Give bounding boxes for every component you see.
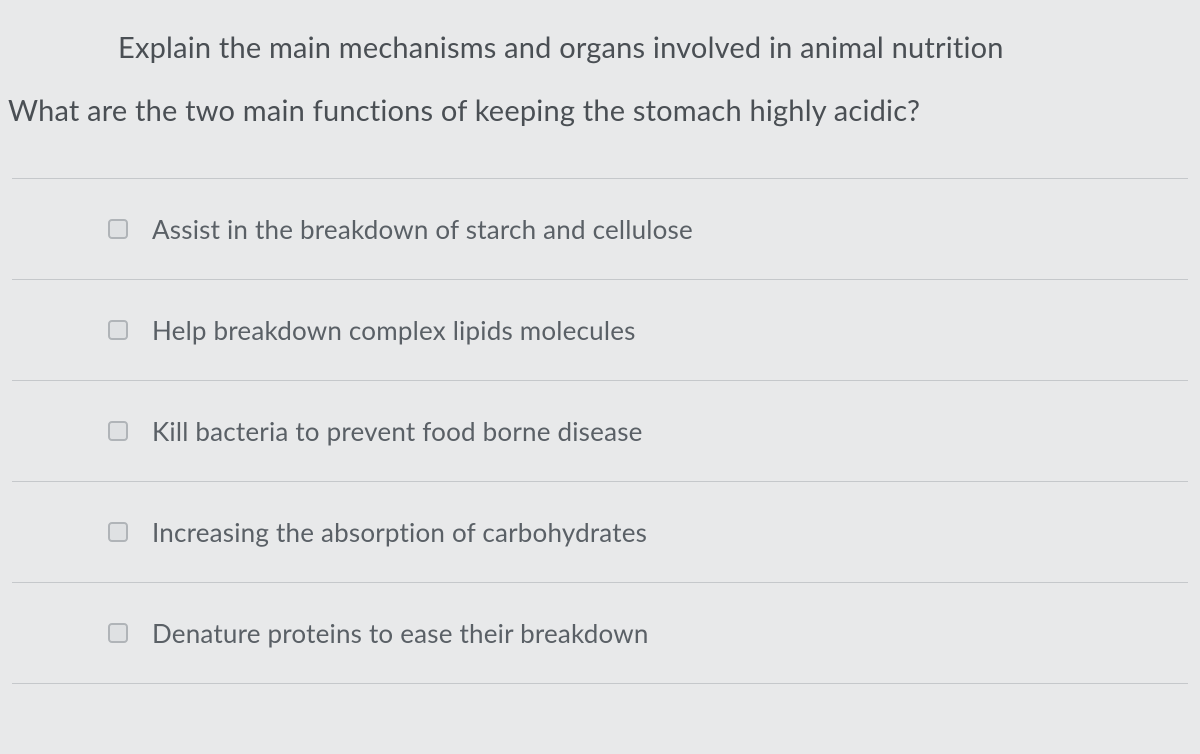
- option-label: Assist in the breakdown of starch and ce…: [152, 213, 693, 245]
- option-label: Help breakdown complex lipids molecules: [152, 314, 636, 346]
- topic-title: Explain the main mechanisms and organs i…: [0, 0, 1200, 93]
- quiz-page: Explain the main mechanisms and organs i…: [0, 0, 1200, 754]
- question-text: What are the two main functions of keepi…: [0, 93, 1200, 178]
- option-row[interactable]: Help breakdown complex lipids molecules: [12, 280, 1188, 381]
- option-row[interactable]: Kill bacteria to prevent food borne dise…: [12, 381, 1188, 482]
- option-label: Kill bacteria to prevent food borne dise…: [152, 415, 643, 447]
- option-row[interactable]: Denature proteins to ease their breakdow…: [12, 583, 1188, 684]
- checkbox-icon[interactable]: [108, 421, 128, 441]
- option-row[interactable]: Assist in the breakdown of starch and ce…: [12, 179, 1188, 280]
- checkbox-icon[interactable]: [108, 219, 128, 239]
- option-label: Increasing the absorption of carbohydrat…: [152, 516, 647, 548]
- option-label: Denature proteins to ease their breakdow…: [152, 617, 649, 649]
- option-row[interactable]: Increasing the absorption of carbohydrat…: [12, 482, 1188, 583]
- checkbox-icon[interactable]: [108, 623, 128, 643]
- checkbox-icon[interactable]: [108, 522, 128, 542]
- checkbox-icon[interactable]: [108, 320, 128, 340]
- options-list: Assist in the breakdown of starch and ce…: [12, 178, 1188, 684]
